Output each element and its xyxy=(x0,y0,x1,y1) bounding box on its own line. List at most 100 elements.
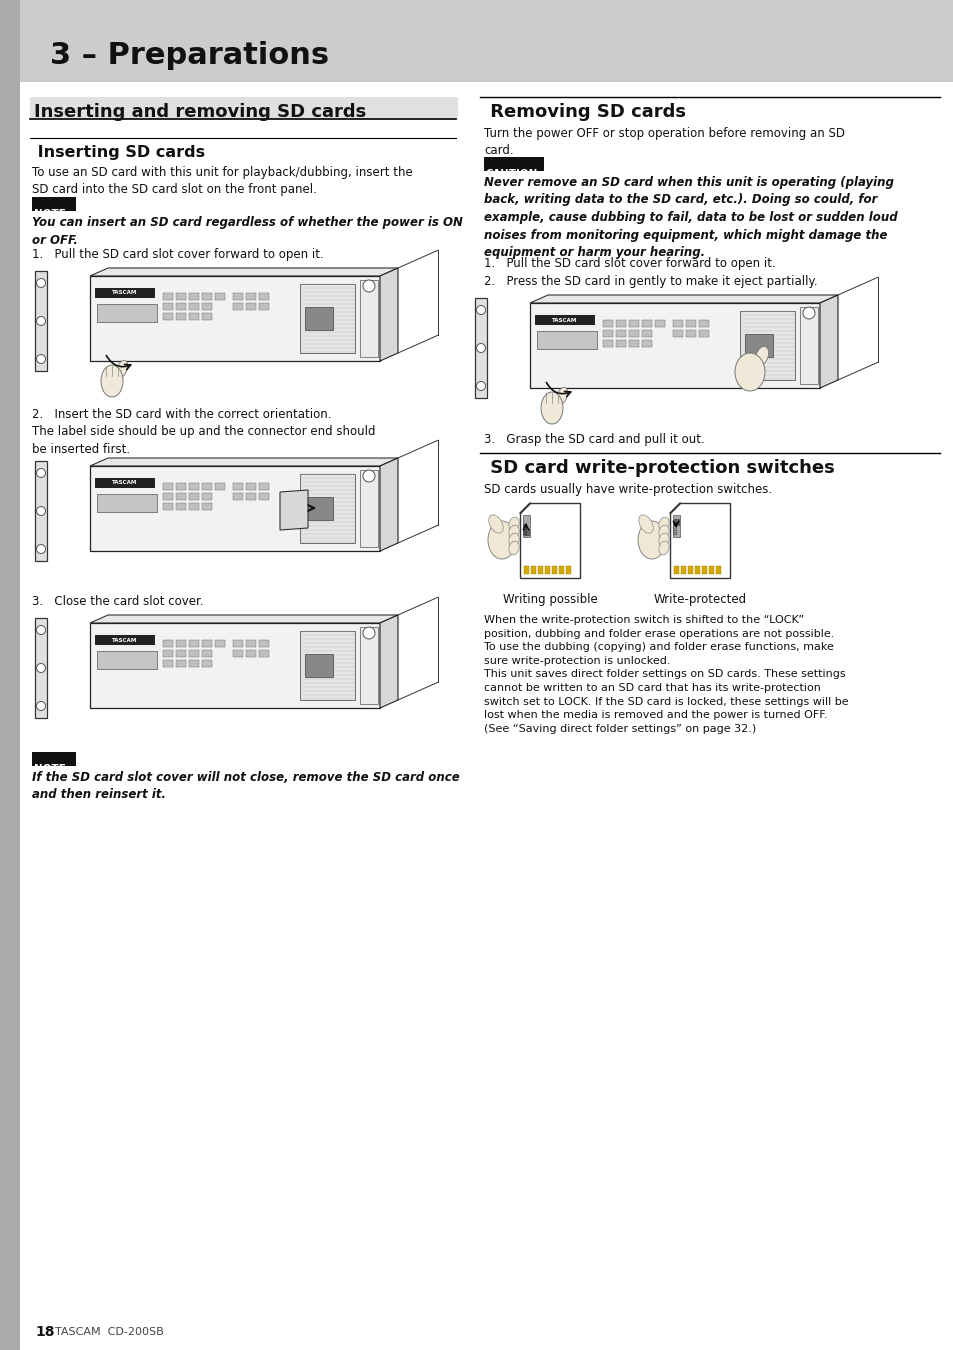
Bar xyxy=(537,566,542,574)
Ellipse shape xyxy=(659,525,668,539)
Bar xyxy=(359,279,377,356)
Bar xyxy=(97,651,157,670)
Bar xyxy=(616,340,625,347)
Bar xyxy=(189,483,199,490)
Bar xyxy=(359,626,377,703)
Ellipse shape xyxy=(508,517,518,531)
Bar xyxy=(202,493,212,500)
Text: CAUTION: CAUTION xyxy=(485,169,537,180)
Bar xyxy=(699,329,708,338)
Bar xyxy=(202,483,212,490)
Bar xyxy=(305,306,333,329)
Text: NOTE: NOTE xyxy=(34,209,66,219)
Bar xyxy=(246,302,255,311)
Ellipse shape xyxy=(659,541,668,555)
Bar xyxy=(35,618,47,718)
Ellipse shape xyxy=(508,525,518,539)
Polygon shape xyxy=(530,296,837,302)
Bar xyxy=(616,320,625,327)
Ellipse shape xyxy=(638,521,665,559)
Bar xyxy=(552,566,557,574)
Polygon shape xyxy=(379,269,397,360)
Bar xyxy=(175,504,186,510)
Bar xyxy=(175,483,186,490)
Bar xyxy=(163,649,172,657)
Bar xyxy=(655,320,664,327)
Ellipse shape xyxy=(734,352,764,392)
Polygon shape xyxy=(379,458,397,551)
Bar xyxy=(305,653,333,676)
Ellipse shape xyxy=(101,364,123,397)
Circle shape xyxy=(363,279,375,292)
Bar xyxy=(258,302,269,311)
Bar xyxy=(602,320,613,327)
Bar xyxy=(202,302,212,311)
Bar xyxy=(685,329,696,338)
Text: 3 – Preparations: 3 – Preparations xyxy=(50,40,329,69)
Ellipse shape xyxy=(659,533,668,547)
Polygon shape xyxy=(669,504,729,578)
Bar xyxy=(258,493,269,500)
Circle shape xyxy=(36,506,46,516)
Bar xyxy=(0,0,953,82)
Bar xyxy=(163,493,172,500)
Polygon shape xyxy=(820,296,837,387)
Bar xyxy=(175,493,186,500)
Circle shape xyxy=(36,316,46,325)
Bar xyxy=(97,304,157,323)
Bar xyxy=(695,566,700,574)
Circle shape xyxy=(36,355,46,363)
Bar xyxy=(0,0,20,1350)
Bar xyxy=(475,298,486,398)
Text: LOCK: LOCK xyxy=(673,521,678,535)
Bar xyxy=(95,634,154,645)
Text: NOTE: NOTE xyxy=(34,764,66,774)
Bar xyxy=(305,497,333,520)
Circle shape xyxy=(36,625,46,634)
Bar xyxy=(544,566,550,574)
Ellipse shape xyxy=(116,360,128,378)
Circle shape xyxy=(476,382,485,390)
Bar xyxy=(258,649,269,657)
Bar xyxy=(189,640,199,647)
Bar xyxy=(30,97,457,119)
Bar xyxy=(202,313,212,320)
Bar xyxy=(189,493,199,500)
Bar xyxy=(673,566,679,574)
Bar xyxy=(35,460,47,562)
Text: Never remove an SD card when this unit is operating (playing
back, writing data : Never remove an SD card when this unit i… xyxy=(483,176,897,259)
Text: SD cards usually have write-protection switches.: SD cards usually have write-protection s… xyxy=(483,483,771,495)
Circle shape xyxy=(36,468,46,478)
Bar xyxy=(602,340,613,347)
Bar xyxy=(189,293,199,300)
Text: 3.   Grasp the SD card and pull it out.: 3. Grasp the SD card and pull it out. xyxy=(483,433,704,446)
Bar xyxy=(163,313,172,320)
Ellipse shape xyxy=(659,517,668,531)
Bar xyxy=(641,320,651,327)
Polygon shape xyxy=(280,490,308,531)
Circle shape xyxy=(802,306,814,319)
Bar xyxy=(214,640,225,647)
Bar xyxy=(699,320,708,327)
Bar xyxy=(32,752,76,765)
Bar xyxy=(628,340,639,347)
Bar xyxy=(558,566,563,574)
Ellipse shape xyxy=(488,521,516,559)
Text: If the SD card slot cover will not close, remove the SD card once
and then reins: If the SD card slot cover will not close… xyxy=(32,771,459,802)
Bar xyxy=(246,293,255,300)
Bar xyxy=(530,302,820,387)
Bar xyxy=(189,302,199,311)
Bar xyxy=(233,649,243,657)
Bar xyxy=(233,493,243,500)
Bar xyxy=(246,640,255,647)
Bar xyxy=(202,504,212,510)
Ellipse shape xyxy=(556,387,567,405)
Ellipse shape xyxy=(755,347,768,366)
Bar xyxy=(233,302,243,311)
Bar xyxy=(641,329,651,338)
Bar xyxy=(233,640,243,647)
Text: TASCAM: TASCAM xyxy=(112,637,137,643)
Circle shape xyxy=(36,663,46,672)
Ellipse shape xyxy=(540,392,562,424)
Text: 18: 18 xyxy=(35,1324,54,1339)
